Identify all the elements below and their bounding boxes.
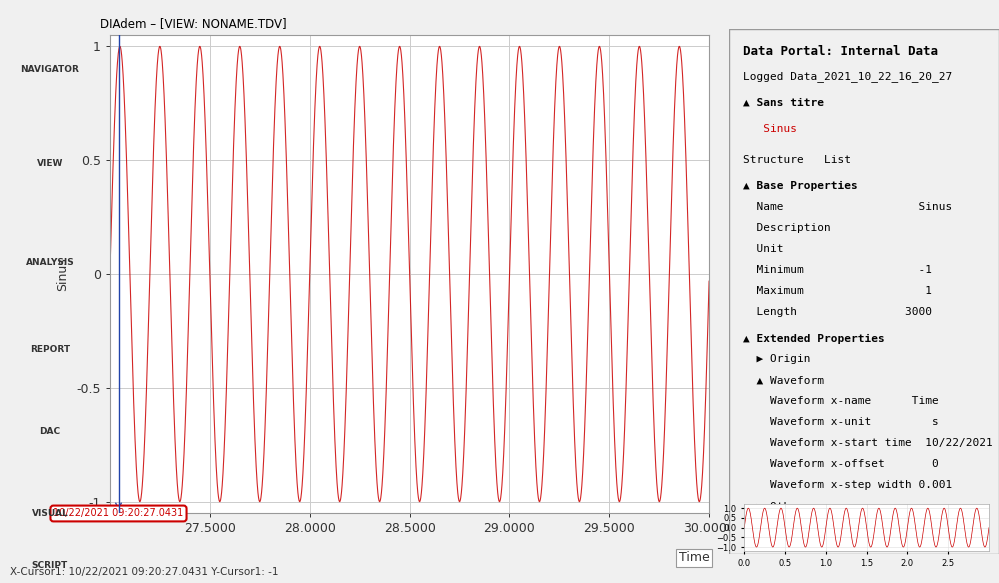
Text: ▲ Sans titre: ▲ Sans titre	[742, 97, 824, 107]
Text: REPORT: REPORT	[30, 345, 70, 354]
Text: SCRIPT: SCRIPT	[32, 561, 68, 570]
Text: Waveform x-unit         s: Waveform x-unit s	[742, 417, 938, 427]
Text: Unit: Unit	[742, 244, 783, 254]
Text: ▲ Base Properties: ▲ Base Properties	[742, 181, 857, 191]
Text: Data Portal: Internal Data: Data Portal: Internal Data	[742, 45, 938, 58]
Text: ▲ Extended Properties: ▲ Extended Properties	[742, 333, 884, 343]
Text: DAC: DAC	[39, 427, 61, 436]
Text: ▶ Other: ▶ Other	[742, 501, 803, 511]
Text: Logged Data_2021_10_22_16_20_27: Logged Data_2021_10_22_16_20_27	[742, 71, 952, 82]
Text: DIAdem – [VIEW: NONAME.TDV]: DIAdem – [VIEW: NONAME.TDV]	[100, 17, 287, 30]
Text: 10/22/2021 09:20:27.0431: 10/22/2021 09:20:27.0431	[53, 508, 184, 518]
Text: ANALYSIS: ANALYSIS	[26, 258, 74, 267]
Text: Waveform x-step width 0.001: Waveform x-step width 0.001	[742, 480, 952, 490]
Text: Waveform x-start time  10/22/2021 09:20:27: Waveform x-start time 10/22/2021 09:20:2…	[742, 438, 999, 448]
Text: VISUAL: VISUAL	[32, 508, 68, 518]
FancyBboxPatch shape	[729, 29, 999, 554]
Text: Maximum                  1: Maximum 1	[742, 286, 932, 296]
Text: Length                3000: Length 3000	[742, 307, 932, 317]
Text: Sinus: Sinus	[742, 124, 797, 134]
Text: Structure   List: Structure List	[742, 155, 851, 165]
Y-axis label: Sinus: Sinus	[56, 257, 69, 291]
Text: VIEW: VIEW	[37, 159, 63, 168]
Text: Minimum                 -1: Minimum -1	[742, 265, 932, 275]
Text: Time: Time	[678, 552, 709, 564]
Text: ▲ Waveform: ▲ Waveform	[742, 375, 824, 385]
Text: ▶ Origin: ▶ Origin	[742, 354, 810, 364]
Text: Description: Description	[742, 223, 830, 233]
Text: NAVIGATOR: NAVIGATOR	[21, 65, 79, 75]
Text: Name                    Sinus: Name Sinus	[742, 202, 952, 212]
Text: X-Cursor1: 10/22/2021 09:20:27.0431 Y-Cursor1: -1: X-Cursor1: 10/22/2021 09:20:27.0431 Y-Cu…	[10, 567, 279, 577]
Text: Waveform x-offset       0: Waveform x-offset 0	[742, 459, 938, 469]
Text: Waveform x-name      Time: Waveform x-name Time	[742, 396, 938, 406]
